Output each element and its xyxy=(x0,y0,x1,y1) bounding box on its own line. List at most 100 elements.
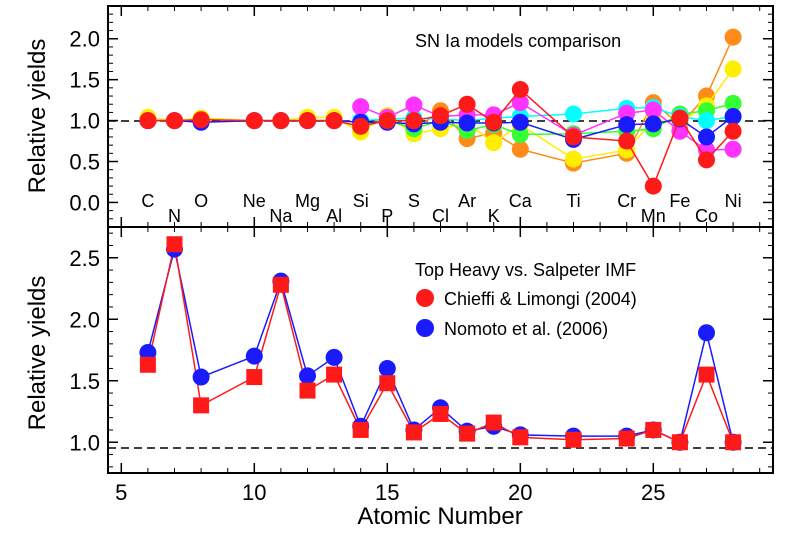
bottom-data-point-square xyxy=(299,382,316,399)
element-label: C xyxy=(141,191,154,211)
legend: Chieffi & Limongi (2004) Nomoto et al. (… xyxy=(416,289,637,339)
element-label: Al xyxy=(326,206,342,226)
bottom-data-point-circle xyxy=(192,368,210,386)
bottom-panel-title: Top Heavy vs. Salpeter IMF xyxy=(415,260,636,280)
top-panel-title: SN Ia models comparison xyxy=(415,31,621,51)
bottom-data-point-square xyxy=(326,366,343,383)
bottom-data-point-square xyxy=(166,236,183,253)
bottom-data-point-circle xyxy=(378,359,396,377)
top-data-point xyxy=(166,112,183,130)
top-y-tick-label: 2.0 xyxy=(69,27,100,52)
top-data-point xyxy=(511,80,529,98)
bottom-y-tick-label: 1.5 xyxy=(69,369,100,394)
element-label: Cl xyxy=(432,206,449,226)
top-data-point xyxy=(352,117,370,135)
top-data-point xyxy=(724,140,742,158)
bottom-data-point-circle xyxy=(139,343,157,361)
bottom-data-point-square xyxy=(272,276,289,293)
element-label: N xyxy=(168,206,181,226)
top-data-point xyxy=(565,128,582,146)
element-label: Mg xyxy=(295,191,320,211)
top-data-point xyxy=(698,128,715,146)
top-y-tick-label: 1.5 xyxy=(69,68,100,93)
top-data-point xyxy=(458,95,476,113)
bottom-data-point-square xyxy=(193,397,210,414)
bottom-data-point-square xyxy=(459,425,476,442)
bottom-data-point-square xyxy=(512,429,529,446)
x-tick-label: 20 xyxy=(508,480,532,505)
x-tick-label: 10 xyxy=(242,480,266,505)
bottom-axis-ticks: 1.0 1.5 2.0 2.5 5 10 15 20 25 xyxy=(69,227,773,505)
top-panel: SN Ia models comparison Relative yields … xyxy=(24,5,774,228)
top-data-point xyxy=(724,28,742,46)
top-data-point xyxy=(458,114,476,132)
bottom-data-point-square xyxy=(139,356,156,373)
bottom-data-point-circle xyxy=(245,347,263,365)
x-tick-label: 15 xyxy=(375,480,399,505)
x-axis-title: Atomic Number xyxy=(357,503,522,530)
bottom-panel: Top Heavy vs. Salpeter IMF Chieffi & Lim… xyxy=(24,226,774,530)
legend-marker-nomoto xyxy=(416,319,434,337)
element-label: Na xyxy=(269,206,293,226)
top-y-tick-label: 0.5 xyxy=(69,150,100,175)
element-label: Mn xyxy=(641,206,666,226)
element-label: Cr xyxy=(617,191,636,211)
x-tick-label: 25 xyxy=(641,480,665,505)
element-label: Ne xyxy=(243,191,266,211)
top-data-point xyxy=(724,94,742,112)
element-label: Fe xyxy=(669,191,690,211)
top-series-group xyxy=(139,28,742,195)
element-label: Ar xyxy=(458,191,476,211)
bottom-data-point-square xyxy=(246,369,263,386)
top-data-point xyxy=(671,109,689,127)
legend-marker-chieffi xyxy=(416,289,434,307)
bottom-data-point-circle xyxy=(698,324,715,342)
element-label: P xyxy=(381,206,393,226)
top-data-point xyxy=(511,94,529,112)
top-data-point xyxy=(565,105,582,123)
bottom-data-point-square xyxy=(725,434,742,451)
top-data-point xyxy=(485,113,503,131)
bottom-data-point-square xyxy=(379,375,396,392)
bottom-data-point-circle xyxy=(299,367,316,385)
element-label: Ni xyxy=(725,191,742,211)
bottom-data-point-square xyxy=(671,434,688,451)
top-y-tick-label: 0.0 xyxy=(69,190,100,215)
bottom-y-axis-title: Relative yields xyxy=(24,276,51,431)
top-data-point xyxy=(299,112,316,130)
top-data-point xyxy=(405,112,423,130)
top-data-point xyxy=(432,107,449,125)
bottom-data-point-square xyxy=(698,366,715,383)
top-data-point xyxy=(511,126,529,144)
top-data-point xyxy=(405,96,423,114)
bottom-series-group xyxy=(139,236,742,451)
bottom-data-point-square xyxy=(352,421,369,438)
top-y-axis-title: Relative yields xyxy=(24,39,51,194)
top-data-point xyxy=(644,115,662,133)
element-label: Si xyxy=(353,191,369,211)
top-data-point xyxy=(565,150,582,168)
top-data-point xyxy=(698,112,715,130)
top-axis-ticks: 0.0 0.5 1.0 1.5 2.0 xyxy=(69,6,773,227)
element-label: Ti xyxy=(566,191,580,211)
bottom-data-point-square xyxy=(618,430,635,447)
top-data-point xyxy=(618,116,636,134)
top-data-point xyxy=(724,60,742,78)
bottom-data-point-square xyxy=(645,421,662,438)
top-data-point xyxy=(644,101,662,119)
element-label: K xyxy=(488,206,500,226)
bottom-data-point-square xyxy=(405,424,422,441)
legend-label-nomoto: Nomoto et al. (2006) xyxy=(444,319,608,339)
bottom-data-point-square xyxy=(565,431,582,448)
bottom-y-tick-label: 2.5 xyxy=(69,246,100,271)
top-data-point xyxy=(511,113,529,131)
legend-label-chieffi: Chieffi & Limongi (2004) xyxy=(444,289,637,309)
element-label: O xyxy=(194,191,208,211)
top-data-point xyxy=(724,122,742,140)
top-data-point xyxy=(511,140,529,158)
bottom-data-point-square xyxy=(432,405,449,422)
top-data-point xyxy=(245,112,263,130)
bottom-data-point-square xyxy=(485,414,502,431)
